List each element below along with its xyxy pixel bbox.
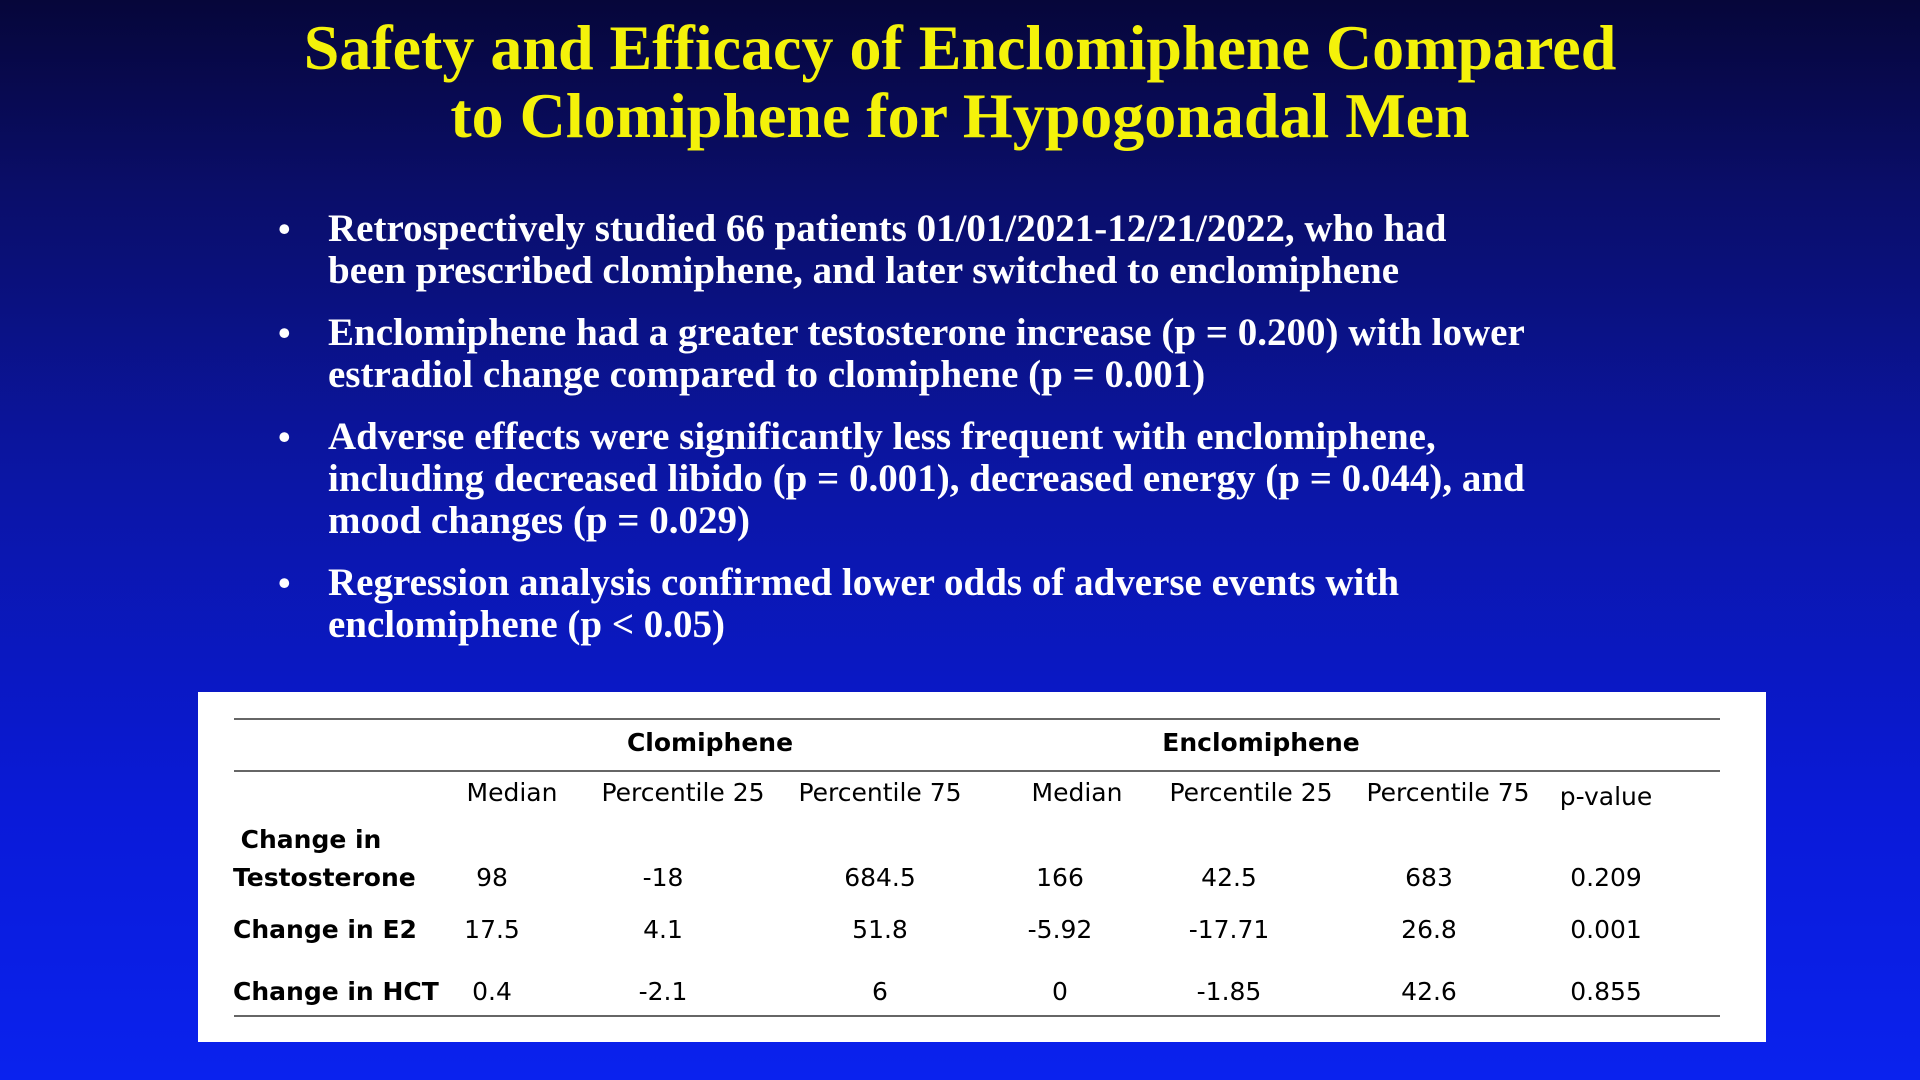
column-header: Median — [466, 778, 558, 807]
bullet-line: including decreased libido (p = 0.001), … — [328, 457, 1525, 500]
table-cell: 166 — [1036, 863, 1084, 892]
bullet-item: • Regression analysis confirmed lower od… — [278, 562, 1698, 646]
title-line-1: Safety and Efficacy of Enclomiphene Comp… — [303, 12, 1617, 83]
column-header: Percentile 25 — [601, 778, 765, 807]
bullet-line: estradiol change compared to clomiphene … — [328, 353, 1206, 396]
table-cell: 42.6 — [1401, 977, 1457, 1006]
column-header: Median — [1031, 778, 1123, 807]
row-label: Testosterone — [233, 863, 416, 892]
table-cell: 4.1 — [643, 915, 683, 944]
table-cell: -18 — [642, 863, 684, 892]
group-header-clomiphene: Clomiphene — [626, 728, 794, 757]
table-cell: 684.5 — [844, 863, 916, 892]
title-line-2: to Clomiphene for Hypogonadal Men — [450, 80, 1470, 151]
table-cell: 0.001 — [1570, 915, 1642, 944]
table-cell: 98 — [476, 863, 508, 892]
bullet-line: Regression analysis confirmed lower odds… — [328, 561, 1400, 604]
table-cell: -2.1 — [638, 977, 688, 1006]
slide-title: Safety and Efficacy of Enclomiphene Comp… — [0, 14, 1920, 150]
group-header-enclomiphene: Enclomiphene — [1162, 728, 1360, 757]
table-header-rule — [234, 770, 1720, 772]
table-cell: 6 — [872, 977, 888, 1006]
table-cell: 0 — [1052, 977, 1068, 1006]
bullet-line: Enclomiphene had a greater testosterone … — [328, 311, 1525, 354]
table-cell: 0.209 — [1570, 863, 1642, 892]
bullet-line: enclomiphene (p < 0.05) — [328, 603, 726, 646]
bullet-line: mood changes (p = 0.029) — [328, 499, 750, 542]
table-cell: 0.855 — [1570, 977, 1642, 1006]
bullet-line: Retrospectively studied 66 patients 01/0… — [328, 207, 1447, 250]
table-cell: -1.85 — [1196, 977, 1262, 1006]
bullet-dot: • — [278, 313, 291, 353]
table-cell: 26.8 — [1401, 915, 1457, 944]
table-cell: 683 — [1405, 863, 1453, 892]
bullet-line: Adverse effects were significantly less … — [328, 415, 1436, 458]
results-table: Clomiphene Enclomiphene Median Percentil… — [198, 692, 1766, 1042]
column-header: Percentile 25 — [1169, 778, 1333, 807]
bullet-item: • Adverse effects were significantly les… — [278, 416, 1698, 542]
bullet-dot: • — [278, 209, 291, 249]
bullet-line: been prescribed clomiphene, and later sw… — [328, 249, 1400, 292]
row-label: Change in E2 — [233, 915, 417, 944]
bullet-item: • Enclomiphene had a greater testosteron… — [278, 312, 1698, 396]
table-cell: 0.4 — [472, 977, 512, 1006]
table-cell: 42.5 — [1201, 863, 1257, 892]
bullet-dot: • — [278, 563, 291, 603]
table-top-rule — [234, 718, 1720, 720]
table-cell: -17.71 — [1188, 915, 1270, 944]
row-label: Change in HCT — [233, 977, 439, 1006]
column-header: Percentile 75 — [1366, 778, 1530, 807]
column-header: Percentile 75 — [798, 778, 962, 807]
table-cell: -5.92 — [1027, 915, 1093, 944]
bullet-item: • Retrospectively studied 66 patients 01… — [278, 208, 1698, 292]
table-cell: 17.5 — [464, 915, 520, 944]
table-cell: 51.8 — [852, 915, 908, 944]
bullet-list: • Retrospectively studied 66 patients 01… — [278, 208, 1698, 666]
column-header: p-value — [1559, 782, 1653, 811]
table-bottom-rule — [234, 1015, 1720, 1017]
row-label: Change in — [240, 825, 382, 854]
bullet-dot: • — [278, 417, 291, 457]
